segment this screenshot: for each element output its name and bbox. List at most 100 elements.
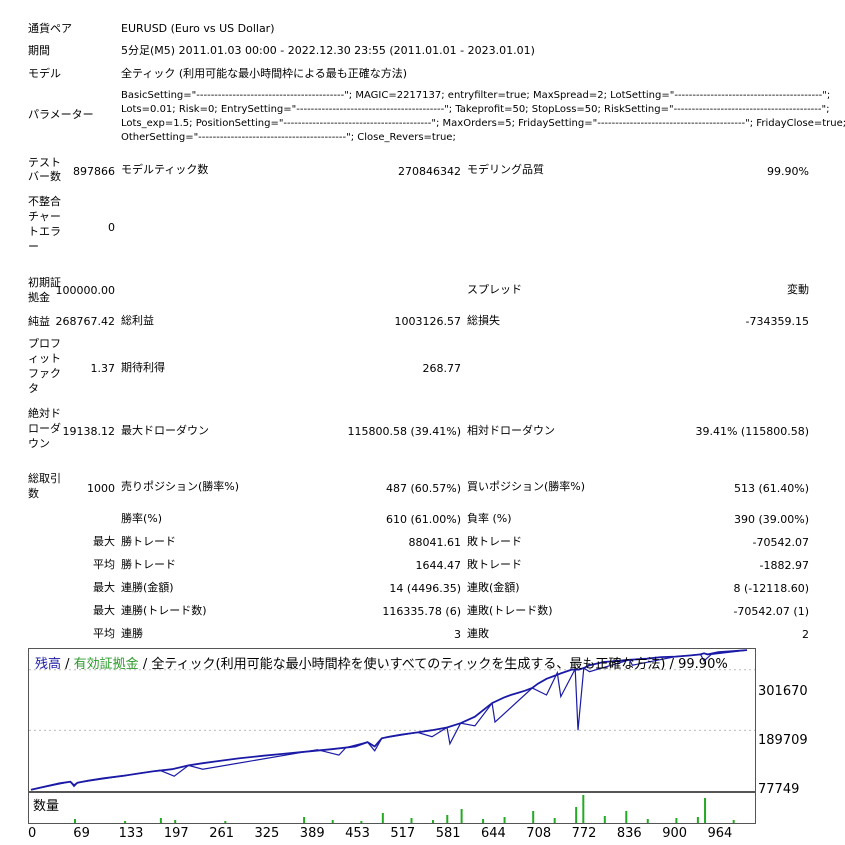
x-tick-label: 69 <box>73 826 90 841</box>
pf-value: 1.37 <box>90 362 116 375</box>
gross-profit-value: 1003126.57 <box>394 315 461 328</box>
cons-win-tr-value: 116335.78 (6) <box>382 605 461 618</box>
series-line-balance <box>30 649 748 791</box>
legend-equity: 有効証拠金 <box>73 657 139 672</box>
expected-value: 268.77 <box>422 362 462 375</box>
max-dd-value: 115800.58 (39.41%) <box>347 425 461 438</box>
volume-bar <box>73 819 76 823</box>
deposit-value: 100000.00 <box>55 284 116 297</box>
abs-dd-value: 19138.12 <box>62 425 116 438</box>
volume-bar <box>696 817 699 823</box>
volume-bar <box>704 798 707 823</box>
loss-pct-label: 負率 (%) <box>467 512 512 525</box>
params-line-2: Lots=0.01; Risk=0; EntrySetting="-------… <box>121 104 830 115</box>
volume-chart-plot <box>73 795 735 823</box>
avg-prefix-2: 平均 <box>93 627 115 640</box>
x-tick-label: 325 <box>254 826 280 841</box>
avg-win-value: 1644.47 <box>415 559 462 572</box>
model-value: 全ティック (利用可能な最小時間枠による最も正確な方法) <box>121 67 408 80</box>
volume-bar <box>460 809 463 823</box>
volume-bar <box>575 807 578 823</box>
quality-value: 99.90% <box>767 165 809 178</box>
volume-bar <box>159 818 162 823</box>
cons-win-amt-value: 14 (4496.35) <box>389 582 461 595</box>
cons-loss-amt-value: 8 (-12118.60) <box>733 582 809 595</box>
win-pct-label: 勝率(%) <box>121 512 163 525</box>
x-tick-label: 517 <box>390 826 416 841</box>
cons-loss-tr-label: 連敗(トレード数) <box>467 604 553 617</box>
x-tick-label: 453 <box>345 826 370 841</box>
net-label: 純益 <box>28 315 50 328</box>
model-label: モデル <box>28 67 61 80</box>
cons-win-tr-label: 連勝(トレード数) <box>121 604 207 617</box>
long-label: 買いポジション(勝率%) <box>467 480 586 493</box>
x-tick-label: 772 <box>571 826 597 841</box>
params-line-4: OtherSetting="--------------------------… <box>121 132 456 143</box>
volume-bar <box>675 818 678 823</box>
cons-loss-amt-label: 連敗(金額) <box>467 581 520 594</box>
volume-bar <box>646 819 649 823</box>
bars-label: テストバー数 <box>28 156 61 183</box>
loss-pct-value: 390 (39.00%) <box>733 513 809 526</box>
legend-separator: / <box>61 657 74 672</box>
volume-bar <box>732 820 735 823</box>
mismatch-label: 不整合チャートエラー <box>28 195 61 253</box>
total-trades-label: 総取引数 <box>28 472 61 500</box>
avg-loss-label: 敗トレード <box>467 558 522 571</box>
avg-cons-win-value: 3 <box>454 628 461 641</box>
ticks-label: モデルティック数 <box>121 163 209 176</box>
ticks-value: 270846342 <box>398 165 461 178</box>
cons-win-amt-label: 連勝(金額) <box>121 581 174 594</box>
avg-loss-value: -1882.97 <box>759 559 809 572</box>
x-tick-label: 836 <box>616 826 642 841</box>
pf-label: プロフィットファクタ <box>28 337 61 395</box>
y-tick-label: 189709 <box>758 733 808 748</box>
avg-win-label: 勝トレード <box>121 558 176 571</box>
volume-bar <box>482 819 485 823</box>
balance-chart-plot <box>29 649 755 791</box>
pair-label: 通貨ペア <box>28 22 72 35</box>
x-tick-label: 644 <box>481 826 506 841</box>
bars-value: 897866 <box>73 165 115 178</box>
gross-loss-value: -734359.15 <box>745 315 809 328</box>
cons-loss-tr-value: -70542.07 (1) <box>733 605 809 618</box>
avg-cons-win-label: 連勝 <box>121 627 143 640</box>
volume-bar <box>582 795 585 823</box>
x-tick-label: 900 <box>662 826 688 841</box>
x-tick-label: 389 <box>299 826 325 841</box>
volume-bar <box>124 821 127 823</box>
chart-legend: 残高 / 有効証拠金 / 全ティック(利用可能な最小時間枠を使いすべてのティック… <box>35 653 728 672</box>
volume-chart: 数量 <box>28 792 756 824</box>
short-value: 487 (60.57%) <box>385 482 461 495</box>
volume-bar <box>381 813 384 823</box>
gross-profit-label: 総利益 <box>121 314 154 327</box>
y-tick-label: 301670 <box>758 684 808 699</box>
volume-bar <box>410 818 413 823</box>
volume-bar <box>553 818 556 823</box>
deposit-label: 初期証拠金 <box>28 276 61 304</box>
max-loss-value: -70542.07 <box>752 536 809 549</box>
expected-label: 期待利得 <box>121 361 165 374</box>
rel-dd-label: 相対ドローダウン <box>467 424 555 437</box>
params-line-1: BasicSetting="--------------------------… <box>121 90 831 101</box>
mismatch-value: 0 <box>108 221 115 234</box>
max-dd-label: 最大ドローダウン <box>121 424 209 437</box>
avg-prefix-1: 平均 <box>93 558 115 571</box>
x-tick-label: 581 <box>435 826 461 841</box>
volume-bar <box>503 817 506 823</box>
long-value: 513 (61.40%) <box>733 482 809 495</box>
max-win-value: 88041.61 <box>408 536 462 549</box>
quality-label: モデリング品質 <box>467 163 544 176</box>
spread-value: 変動 <box>787 283 809 296</box>
params-line-3: Lots_exp=1.5; PositionSetting="---------… <box>121 118 845 129</box>
rel-dd-value: 39.41% (115800.58) <box>695 425 809 438</box>
volume-bar <box>303 817 306 823</box>
params-label: パラメーター <box>28 108 94 121</box>
gross-loss-label: 総損失 <box>467 314 500 327</box>
pair-value: EURUSD (Euro vs US Dollar) <box>121 22 275 35</box>
avg-cons-loss-value: 2 <box>802 628 809 641</box>
x-tick-label: 197 <box>163 826 189 841</box>
volume-bar <box>532 811 535 823</box>
volume-bar <box>446 815 449 823</box>
abs-dd-label: 絶対ドローダウン <box>28 407 61 450</box>
